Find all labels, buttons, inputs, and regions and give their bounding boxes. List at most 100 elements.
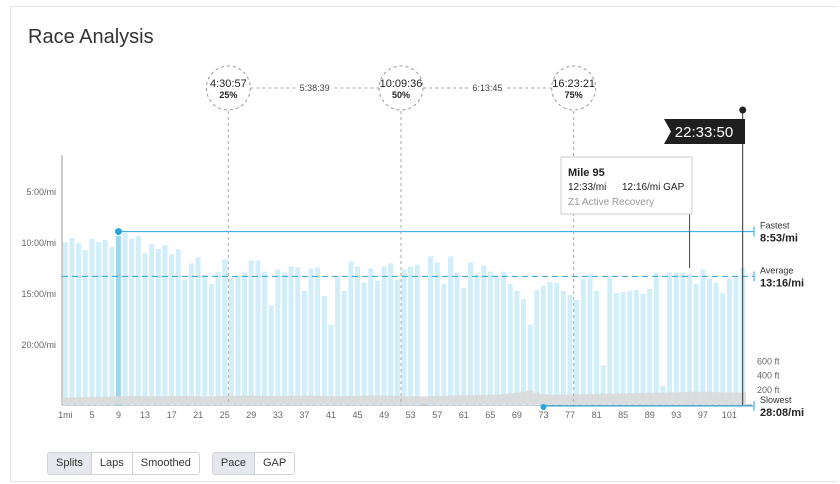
pace-bar[interactable]	[554, 282, 560, 405]
pace-bar[interactable]	[175, 249, 181, 405]
pace-bar[interactable]	[328, 324, 334, 405]
pace-bar[interactable]	[394, 279, 400, 405]
pace-bar[interactable]	[222, 259, 228, 405]
pace-bar[interactable]	[614, 293, 619, 405]
pace-bar[interactable]	[189, 263, 194, 405]
pace-bar[interactable]	[321, 296, 327, 405]
pace-bar[interactable]	[527, 324, 533, 405]
pace-bar[interactable]	[461, 287, 467, 405]
pace-bar[interactable]	[534, 289, 540, 405]
pace-bar[interactable]	[408, 266, 414, 406]
pace-bar[interactable]	[547, 281, 553, 405]
pace-bar[interactable]	[235, 275, 241, 405]
pace-bar[interactable]	[295, 267, 301, 406]
pace-bar[interactable]	[467, 262, 473, 405]
pace-bar[interactable]	[487, 271, 493, 405]
pace-bar[interactable]	[149, 244, 155, 405]
pace-bar[interactable]	[494, 276, 500, 405]
pace-bar[interactable]	[594, 290, 600, 405]
fastest-point[interactable]	[114, 228, 122, 236]
pace-bar[interactable]	[228, 277, 234, 405]
pace-bar[interactable]	[693, 283, 699, 405]
pace-bar[interactable]	[560, 290, 566, 405]
pace-bar[interactable]	[341, 290, 347, 405]
pace-bar[interactable]	[135, 235, 141, 405]
metric-pace-button[interactable]: Pace	[212, 453, 255, 474]
pace-bar[interactable]	[620, 292, 626, 405]
pace-bar[interactable]	[109, 247, 115, 405]
mode-laps-button[interactable]: Laps	[91, 453, 133, 474]
pace-bar[interactable]	[640, 294, 646, 405]
pace-bar[interactable]	[215, 271, 221, 405]
mode-smoothed-button[interactable]: Smoothed	[132, 453, 199, 474]
pace-bar[interactable]	[600, 365, 606, 405]
pace-bar[interactable]	[501, 271, 507, 405]
pace-bar[interactable]	[414, 264, 420, 405]
pace-bar[interactable]	[574, 300, 580, 405]
pace-bar[interactable]	[481, 265, 487, 405]
pace-bar[interactable]	[540, 285, 546, 405]
pace-bar[interactable]	[374, 280, 380, 405]
pace-bar[interactable]	[507, 283, 513, 405]
pace-bar[interactable]	[687, 273, 692, 405]
pace-bar[interactable]	[673, 272, 679, 405]
pace-bar[interactable]	[587, 273, 593, 405]
pace-bar[interactable]	[195, 257, 201, 405]
pace-bar[interactable]	[89, 238, 95, 405]
pace-bar[interactable]	[82, 250, 88, 405]
pace-bar[interactable]	[633, 289, 639, 405]
pace-bar[interactable]	[122, 232, 128, 405]
pace-bar[interactable]	[248, 260, 254, 405]
pace-bar[interactable]	[514, 290, 520, 405]
pace-bar[interactable]	[275, 269, 281, 406]
pace-bar[interactable]	[733, 277, 739, 405]
pace-bar[interactable]	[567, 295, 573, 405]
pace-bar[interactable]	[76, 243, 82, 405]
slowest-point[interactable]	[540, 404, 547, 410]
pace-bar[interactable]	[388, 263, 394, 405]
pace-bar[interactable]	[155, 249, 161, 405]
mode-splits-button[interactable]: Splits	[48, 453, 92, 474]
pace-bar[interactable]	[474, 273, 480, 405]
pace-bar[interactable]	[434, 262, 440, 405]
pace-bar[interactable]	[700, 269, 706, 406]
pace-bar[interactable]	[607, 276, 613, 405]
pace-bar[interactable]	[726, 278, 732, 405]
pace-bar[interactable]	[182, 279, 188, 405]
pace-bar[interactable]	[713, 282, 719, 405]
pace-bar[interactable]	[115, 235, 121, 405]
pace-bar[interactable]	[142, 253, 148, 405]
pace-bar[interactable]	[262, 271, 267, 405]
pace-bar[interactable]	[361, 282, 367, 405]
pace-bar[interactable]	[169, 254, 175, 405]
pace-bar[interactable]	[381, 266, 387, 406]
pace-bar[interactable]	[521, 299, 526, 405]
pace-bar[interactable]	[355, 266, 360, 406]
pace-bar[interactable]	[281, 272, 287, 405]
pace-bar[interactable]	[301, 290, 307, 405]
pace-bar[interactable]	[401, 269, 407, 406]
pace-bar[interactable]	[69, 237, 75, 405]
pace-bar[interactable]	[580, 278, 586, 405]
pace-bar[interactable]	[62, 242, 68, 405]
pace-bar[interactable]	[202, 274, 208, 405]
pace-bar[interactable]	[441, 283, 447, 405]
pace-bar[interactable]	[627, 290, 633, 405]
pace-bar[interactable]	[680, 272, 686, 405]
finish-flag[interactable]	[664, 119, 745, 144]
pace-bar[interactable]	[308, 268, 314, 406]
pace-bar[interactable]	[315, 267, 321, 406]
pace-bar[interactable]	[454, 272, 460, 405]
pace-bar[interactable]	[242, 272, 248, 405]
pace-bar[interactable]	[96, 242, 101, 405]
pace-bar[interactable]	[348, 261, 354, 405]
pace-bar[interactable]	[428, 256, 433, 405]
pace-bar[interactable]	[720, 293, 726, 405]
pace-bar[interactable]	[208, 283, 214, 405]
metric-gap-button[interactable]: GAP	[255, 453, 295, 474]
pace-bar[interactable]	[647, 288, 653, 405]
pace-bar[interactable]	[448, 256, 453, 405]
pace-bar[interactable]	[255, 260, 261, 405]
pace-bar[interactable]	[288, 266, 294, 406]
pace-bar[interactable]	[707, 278, 712, 405]
